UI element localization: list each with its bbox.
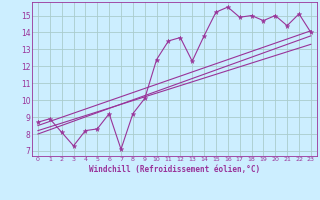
X-axis label: Windchill (Refroidissement éolien,°C): Windchill (Refroidissement éolien,°C) bbox=[89, 165, 260, 174]
